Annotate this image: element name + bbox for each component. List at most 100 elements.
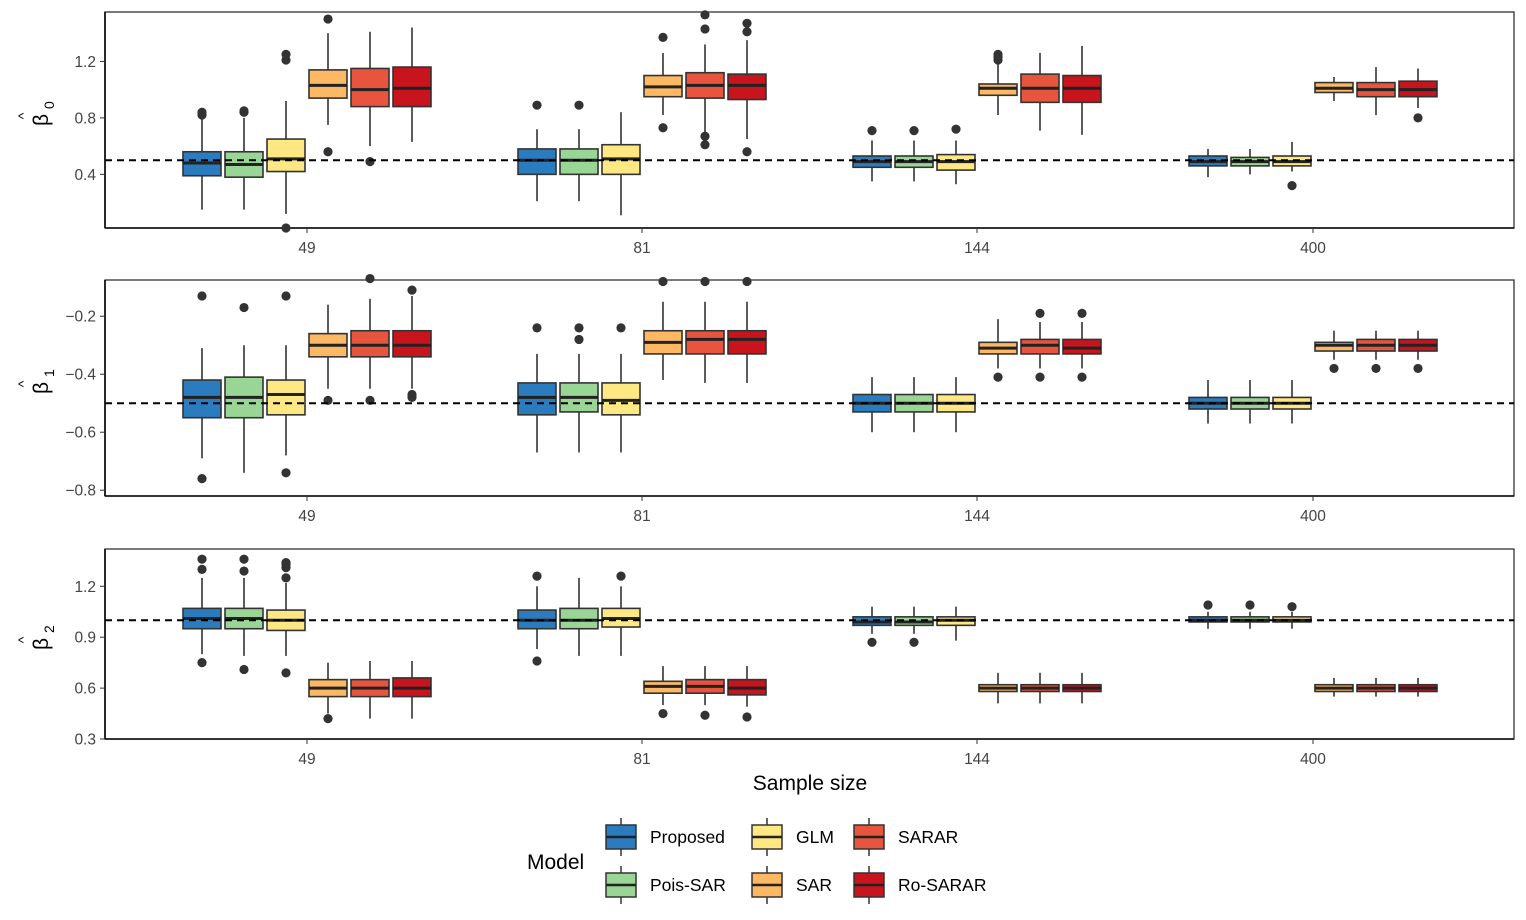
legend-item-sar: SAR bbox=[751, 866, 832, 904]
box-ro-sarar-n144 bbox=[1062, 308, 1102, 382]
legend-title: Model bbox=[527, 851, 584, 874]
box-pois-sar-n144 bbox=[894, 125, 934, 182]
y-axis-title-symbol: β bbox=[30, 114, 53, 126]
box-glm-n144 bbox=[936, 124, 976, 185]
y-tick-label: 0.6 bbox=[74, 681, 96, 698]
outlier-point bbox=[700, 276, 710, 287]
x-tick-label: 400 bbox=[1300, 751, 1326, 768]
box-ro-sarar-n400 bbox=[1398, 68, 1438, 123]
outlier-point bbox=[951, 124, 961, 134]
box-sarar-n81 bbox=[685, 276, 725, 383]
box-ro-sarar-n49 bbox=[392, 660, 432, 719]
box-ro-sarar-n400 bbox=[1398, 677, 1438, 697]
box-proposed-n144 bbox=[852, 125, 892, 182]
x-tick-label: 49 bbox=[298, 751, 315, 768]
outlier-point bbox=[197, 474, 207, 484]
group-49 bbox=[182, 554, 432, 724]
outlier-point bbox=[742, 147, 752, 157]
box-pois-sar-n49 bbox=[224, 554, 264, 675]
box-proposed-n49 bbox=[182, 554, 222, 668]
box-pois-sar-n81 bbox=[559, 577, 599, 656]
outlier-point bbox=[532, 571, 542, 581]
box-pois-sar-n400 bbox=[1230, 148, 1270, 175]
box-glm-n400 bbox=[1272, 380, 1312, 424]
box-proposed-n81 bbox=[517, 323, 557, 453]
outlier-point bbox=[323, 147, 333, 157]
outlier-point bbox=[867, 637, 877, 647]
box-sarar-n81 bbox=[685, 10, 725, 150]
box-sarar-n400 bbox=[1356, 677, 1396, 697]
outlier-point bbox=[700, 131, 710, 141]
outlier-point bbox=[281, 291, 291, 301]
outlier-point bbox=[658, 708, 668, 719]
box-proposed-n144 bbox=[852, 606, 892, 647]
outlier-point bbox=[365, 273, 375, 284]
x-tick-label: 49 bbox=[298, 240, 315, 257]
box-ro-sarar-n81 bbox=[727, 666, 767, 722]
box-proposed-n81 bbox=[517, 571, 557, 666]
x-tick-label: 144 bbox=[964, 240, 990, 257]
group-49 bbox=[182, 273, 432, 484]
y-tick-label: 1.2 bbox=[74, 54, 96, 71]
outlier-point bbox=[1245, 600, 1255, 610]
box-pois-sar-n49 bbox=[224, 106, 264, 210]
outlier-point bbox=[281, 223, 291, 233]
outlier-point bbox=[532, 323, 542, 333]
box-pois-sar-n81 bbox=[559, 323, 599, 453]
group-400 bbox=[1188, 330, 1438, 424]
outlier-point bbox=[1035, 372, 1045, 382]
outlier-point bbox=[574, 323, 584, 333]
outlier-point bbox=[239, 554, 249, 564]
box-sar-n81 bbox=[643, 32, 683, 133]
box-ro-sarar-n81 bbox=[727, 18, 767, 157]
y-tick-label: 0.4 bbox=[74, 167, 96, 184]
box-iqr bbox=[727, 329, 767, 355]
box-pois-sar-n81 bbox=[559, 100, 599, 202]
outlier-point bbox=[1077, 308, 1087, 318]
box-glm-n81 bbox=[601, 112, 641, 216]
x-axis-title: Sample size bbox=[753, 772, 867, 795]
x-tick-label: 400 bbox=[1300, 508, 1326, 525]
outlier-point bbox=[281, 668, 291, 678]
outlier-point bbox=[742, 18, 752, 28]
box-proposed-n400 bbox=[1188, 380, 1228, 424]
panel-beta0: 0.4 0.8 1.2 49 81 144 400 ^ β 0 bbox=[15, 10, 1515, 257]
y-tick-label: 0.9 bbox=[74, 630, 96, 647]
outlier-point bbox=[197, 564, 207, 574]
box-iqr bbox=[350, 67, 390, 108]
y-tick-label: 1.2 bbox=[74, 579, 96, 596]
outlier-point bbox=[365, 157, 375, 167]
outlier-point bbox=[658, 123, 668, 133]
outlier-point bbox=[1413, 113, 1423, 123]
y-axis-title-subscript: 1 bbox=[41, 369, 57, 377]
y-axis-title-hat: ^ bbox=[15, 112, 31, 119]
outlier-point bbox=[700, 10, 710, 20]
box-sarar-n400 bbox=[1356, 67, 1396, 116]
box-sar-n144 bbox=[978, 49, 1018, 116]
box-sar-n144 bbox=[978, 672, 1018, 704]
box-sarar-n49 bbox=[350, 273, 390, 405]
box-pois-sar-n144 bbox=[894, 377, 934, 433]
box-proposed-n81 bbox=[517, 100, 557, 202]
legend-label: SAR bbox=[796, 875, 832, 895]
y-axis-title: ^ β 1 bbox=[15, 369, 57, 394]
box-sar-n400 bbox=[1314, 76, 1354, 101]
outlier-point bbox=[239, 106, 249, 116]
outlier-point bbox=[1287, 602, 1297, 612]
x-tick-label: 144 bbox=[964, 508, 990, 525]
box-proposed-n49 bbox=[182, 107, 222, 210]
box-sarar-n400 bbox=[1356, 330, 1396, 374]
group-81 bbox=[517, 571, 767, 722]
outlier-point bbox=[239, 664, 249, 675]
outlier-point bbox=[616, 571, 626, 581]
group-400 bbox=[1188, 600, 1438, 697]
x-tick-label: 400 bbox=[1300, 240, 1326, 257]
box-glm-n81 bbox=[601, 571, 641, 656]
group-144 bbox=[852, 308, 1102, 433]
box-sarar-n81 bbox=[685, 666, 725, 720]
box-pois-sar-n144 bbox=[894, 606, 934, 647]
box-ro-sarar-n144 bbox=[1062, 45, 1102, 135]
y-tick-label: 0.3 bbox=[74, 732, 96, 749]
y-tick-label: −0.2 bbox=[65, 309, 96, 326]
outlier-point bbox=[909, 125, 919, 136]
